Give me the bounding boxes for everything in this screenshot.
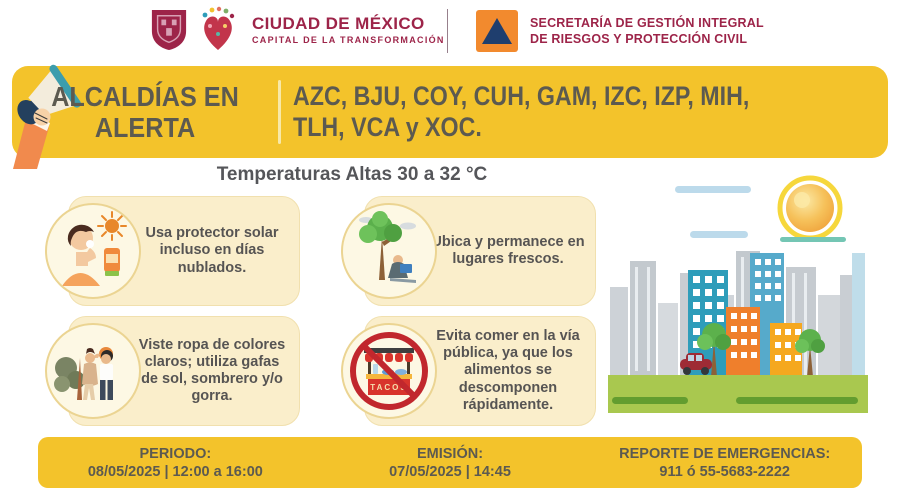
alcaldias-line1: AZC, BJU, COY, CUH, GAM, IZC, IZP, MIH,: [293, 80, 750, 111]
header-divider: [447, 9, 448, 53]
reporte-label: REPORTE DE EMERGENCIAS:: [619, 445, 831, 462]
footer-reporte: REPORTE DE EMERGENCIAS: 911 ó 55-5683-22…: [587, 446, 862, 480]
card-clothing: Viste ropa de colores claros; utiliza ga…: [45, 316, 300, 426]
brand-subtitle: CAPITAL DE LA TRANSFORMACIÓN: [252, 35, 445, 46]
banner-divider: [278, 80, 281, 144]
cdmx-brand: CIUDAD DE MÉXICO CAPITAL DE LA TRANSFORM…: [150, 5, 445, 55]
footer-emision: EMISIÓN: 07/05/2025 | 14:45: [313, 446, 588, 480]
ground-stripe: [736, 397, 858, 404]
card-text: Usa protector solar incluso en días nubl…: [145, 225, 279, 276]
header: CIUDAD DE MÉXICO CAPITAL DE LA TRANSFORM…: [0, 0, 900, 62]
alert-banner: ALCALDÍAS EN ALERTA AZC, BJU, COY, CUH, …: [12, 64, 888, 169]
cdmx-shield-icon: [151, 10, 187, 50]
alcaldias-list: AZC, BJU, COY, CUH, GAM, IZC, IZP, MIH, …: [281, 81, 803, 143]
emision-value: 07/05/2025 | 14:45: [389, 463, 511, 480]
alcaldias-line2: TLH, VCA y XOC.: [293, 112, 482, 142]
secretariat-title: SECRETARÍA DE GESTIÓN INTEGRAL DE RIESGO…: [530, 15, 764, 48]
card-sunscreen: Usa protector solar incluso en días nubl…: [45, 196, 300, 306]
horizon-line: [780, 237, 846, 242]
card-street-food: TACOS Evita comer en la vía pública, ya …: [341, 316, 596, 426]
card-text: Evita comer en la vía pública, ya que lo…: [436, 328, 580, 413]
card-shade: Ubica y permanece en lugares frescos.: [341, 196, 596, 306]
proteccion-civil-icon: [476, 10, 518, 52]
taco-sign-text: TACOS: [370, 383, 407, 392]
orange-building: [726, 307, 760, 377]
ground: [608, 375, 868, 413]
tree: [795, 329, 825, 377]
reporte-value: 911 ó 55-5683-2222: [659, 463, 790, 480]
sunscreen-icon: [45, 203, 141, 299]
periodo-label: PERIODO:: [139, 445, 212, 462]
card-text: Ubica y permanece en lugares frescos.: [431, 233, 585, 267]
banner-title-line1: ALCALDÍAS EN: [51, 80, 239, 112]
secretariat-line2: DE RIESGOS Y PROTECCIÓN CIVIL: [530, 32, 748, 46]
shade-icon: [341, 203, 437, 299]
banner-title-line2: ALERTA: [94, 112, 196, 143]
footer-bar: PERIODO: 08/05/2025 | 12:00 a 16:00 EMIS…: [38, 437, 862, 488]
no-street-food-icon: TACOS: [341, 323, 437, 419]
secretariat-brand: SECRETARÍA DE GESTIÓN INTEGRAL DE RIESGO…: [476, 10, 764, 52]
tree: [697, 323, 731, 377]
secretariat-line1: SECRETARÍA DE GESTIÓN INTEGRAL: [530, 15, 764, 30]
city-illustration: [608, 175, 868, 413]
sun-icon: [777, 175, 843, 241]
car-icon: [680, 353, 712, 375]
ground-stripe: [612, 397, 688, 404]
cloud-line: [675, 186, 751, 193]
brand-text: CIUDAD DE MÉXICO CAPITAL DE LA TRANSFORM…: [252, 13, 445, 46]
cloud-line: [690, 231, 748, 238]
heart-emblem-icon: [202, 6, 235, 50]
brand-title: CIUDAD DE MÉXICO: [252, 13, 425, 33]
light-clothing-icon: [45, 323, 141, 419]
periodo-value: 08/05/2025 | 12:00 a 16:00: [87, 463, 263, 480]
footer-periodo: PERIODO: 08/05/2025 | 12:00 a 16:00: [38, 446, 313, 480]
temperature-subtitle: Temperaturas Altas 30 a 32 °C: [216, 164, 488, 185]
emision-label: EMISIÓN:: [416, 445, 484, 462]
banner-title: ALCALDÍAS EN ALERTA: [25, 81, 264, 144]
megaphone-icon: [13, 64, 81, 169]
recommendation-cards: Usa protector solar incluso en días nubl…: [40, 196, 596, 426]
card-text: Viste ropa de colores claros; utiliza ga…: [138, 336, 286, 405]
